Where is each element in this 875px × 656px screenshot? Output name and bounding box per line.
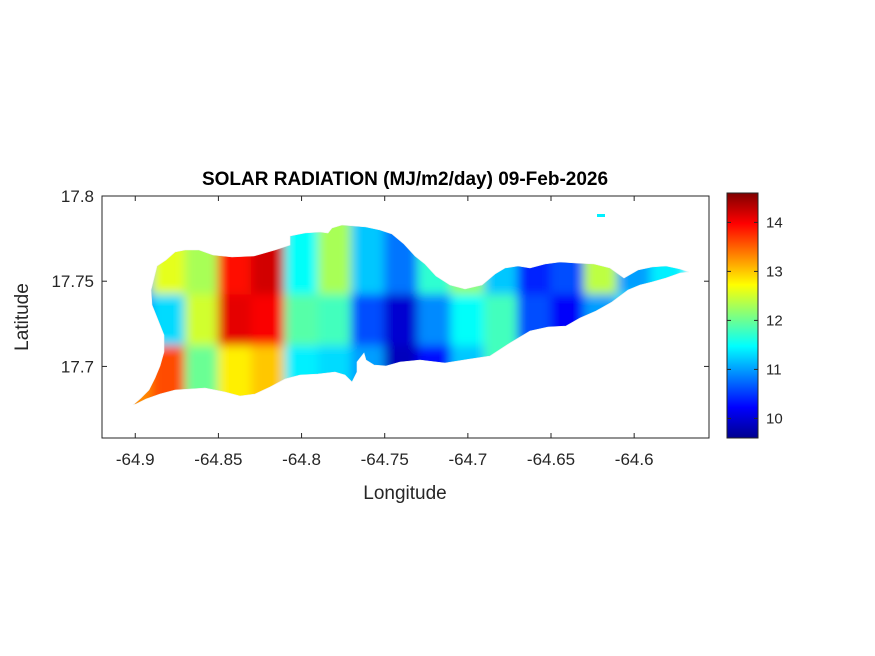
colorbar-tick-label: 13 (766, 263, 783, 280)
colorbar-tick-label: 14 (766, 214, 783, 231)
x-tick-label: -64.8 (282, 450, 321, 469)
y-tick-label: 17.7 (61, 357, 94, 376)
heatmap-cell (351, 294, 386, 347)
x-axis: -64.9 -64.85 -64.8 -64.75 -64.7 -64.65 -64.6 (116, 196, 654, 469)
colorbar-tick-label: 11 (766, 361, 782, 378)
islet (597, 214, 605, 217)
heatmap-cell (284, 294, 319, 347)
x-tick-label: -64.7 (448, 450, 487, 469)
y-tick-label: 17.8 (61, 187, 94, 206)
heatmap-cell (417, 294, 452, 347)
x-tick-label: -64.75 (361, 450, 409, 469)
colorbar-gradient (727, 193, 758, 438)
x-tick-label: -64.6 (615, 450, 654, 469)
heatmap-cell (317, 294, 352, 347)
colorbar: 10 11 12 13 14 (726, 192, 783, 439)
x-tick-label: -64.9 (116, 450, 155, 469)
heatmap-cell (217, 294, 253, 347)
heatmap-cell (450, 294, 485, 347)
x-tick-label: -64.65 (527, 450, 575, 469)
x-tick-label: -64.85 (194, 450, 242, 469)
islet-mark (597, 214, 605, 217)
colorbar-tick-label: 12 (766, 312, 783, 329)
heatmap-cell (251, 294, 286, 347)
heatmap-cell (184, 294, 219, 347)
colorbar-tick-label: 10 (766, 410, 783, 427)
heatmap-cell (384, 294, 419, 347)
colorbar-ticks: 10 11 12 13 14 (727, 214, 783, 427)
y-axis-label: Latitude (12, 283, 33, 351)
x-axis-label: Longitude (363, 483, 446, 504)
heatmap-cell (484, 294, 519, 347)
axes-box (101, 195, 710, 439)
colorbar-frame (726, 192, 759, 439)
island-outline (132, 224, 690, 406)
heatmap-cell (351, 225, 386, 296)
chart-title: SOLAR RADIATION (MJ/m2/day) 09-Feb-2026 (202, 169, 608, 190)
heatmap-cell (317, 225, 352, 296)
y-axis: 17.7 17.75 17.8 (51, 187, 709, 376)
y-tick-label: 17.75 (51, 272, 94, 291)
